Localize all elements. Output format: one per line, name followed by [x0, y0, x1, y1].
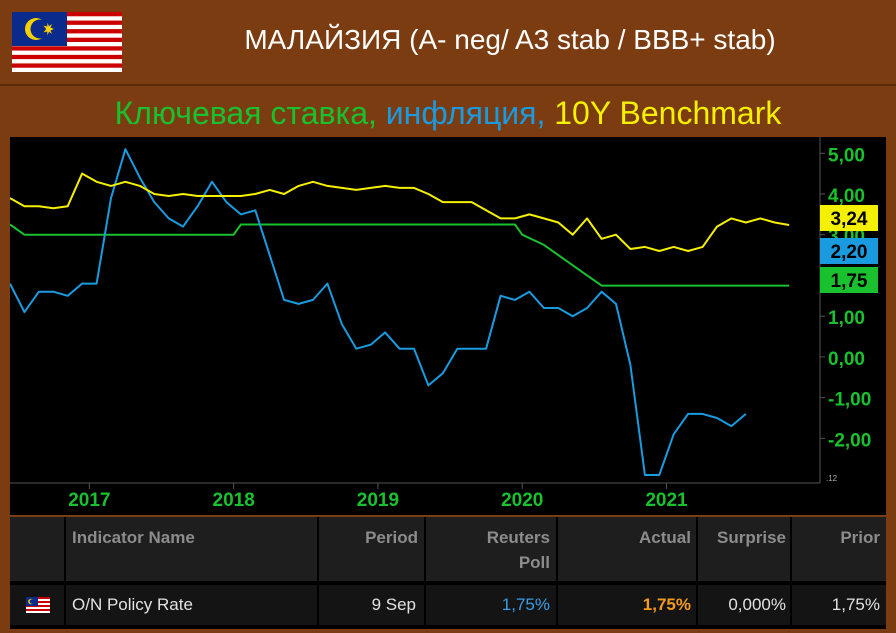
page-title: МАЛАЙЗИЯ (A- neg/ A3 stab / BBB+ stab) [244, 24, 776, 55]
y-tick-label: 5,00 [828, 145, 865, 166]
column-separator [790, 517, 792, 629]
y-tick-label: 1,00 [828, 308, 865, 329]
column-separator [424, 517, 426, 629]
header-indicator-name: Indicator Name [72, 528, 195, 547]
table-row[interactable]: O/N Policy Rate 9 Sep 1,75% 1,75% 0,000%… [10, 585, 886, 625]
chart-subtitle: Ключевая ставка, инфляция, 10Y Benchmark [0, 90, 896, 136]
row-period: 9 Sep [371, 595, 416, 614]
last-value-label-benchmark_10y: 3,24 [831, 209, 868, 230]
x-tick-label: 2017 [68, 490, 110, 511]
last-value-box-benchmark_10y [820, 205, 878, 231]
subtitle-policy-rate: Ключевая ставка, [114, 95, 386, 131]
x-tick-label: 2021 [645, 490, 688, 511]
row-actual: 1,75% [642, 595, 691, 614]
series-line-policy_rate [9, 223, 790, 287]
row-reuters-poll: 1,75% [501, 595, 550, 614]
column-separator [696, 517, 698, 629]
malaysia-flag-icon [12, 12, 122, 72]
x-tick-label: 2018 [213, 490, 255, 511]
line-chart: 5,004,003,002,001,000,00-1,00-2,00201720… [9, 137, 886, 515]
x-tick-label: 2019 [357, 490, 399, 511]
corner-label: .12 [826, 474, 838, 483]
y-tick-label: -2,00 [828, 430, 871, 451]
header-reuters-poll-line2: Poll [518, 553, 550, 572]
header-surprise: Surprise [717, 528, 786, 547]
header-divider [0, 84, 896, 86]
last-value-label-policy_rate: 1,75 [831, 271, 868, 292]
malaysia-flag-small-icon [26, 597, 50, 613]
last-value-box-inflation [820, 238, 878, 264]
y-tick-label: 0,00 [828, 349, 865, 370]
series-line-inflation [9, 148, 747, 476]
column-separator [64, 517, 66, 629]
column-separator [556, 517, 558, 629]
header-period: Period [365, 528, 418, 547]
row-surprise: 0,000% [728, 595, 786, 614]
table-header: Indicator Name Period Reuters Poll Actua… [10, 517, 886, 581]
series-line-benchmark_10y [9, 172, 790, 252]
y-tick-label: -1,00 [828, 390, 871, 411]
column-separator [317, 517, 319, 629]
indicator-table: Indicator Name Period Reuters Poll Actua… [10, 517, 886, 629]
last-value-label-inflation: 2,20 [831, 242, 868, 263]
header: МАЛАЙЗИЯ (A- neg/ A3 stab / BBB+ stab) [0, 0, 896, 84]
x-tick-label: 2020 [501, 490, 543, 511]
row-indicator-name: O/N Policy Rate [72, 595, 193, 614]
header-actual: Actual [639, 528, 691, 547]
y-tick-label: 4,00 [828, 186, 865, 207]
subtitle-inflation: инфляция, [385, 95, 555, 131]
last-value-box-policy_rate [820, 267, 878, 293]
subtitle-benchmark: 10Y Benchmark [554, 95, 782, 131]
header-reuters-poll-line1: Reuters [486, 528, 550, 547]
chart-svg: 5,004,003,002,001,000,00-1,00-2,00201720… [9, 137, 878, 511]
row-prior: 1,75% [831, 595, 880, 614]
header-prior: Prior [840, 528, 880, 547]
